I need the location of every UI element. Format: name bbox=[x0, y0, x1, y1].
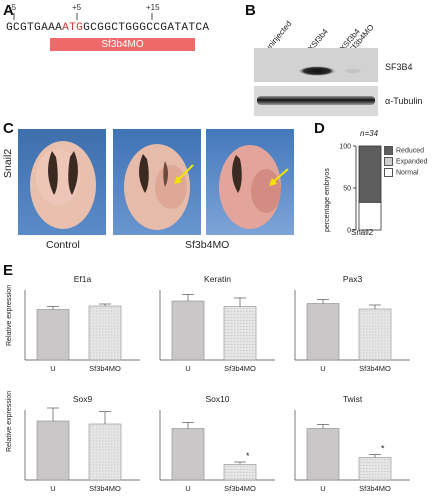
expression-chart-twist: Twist U * Sf3b4MO bbox=[294, 394, 410, 493]
panel-label-e: E bbox=[3, 262, 14, 279]
stacked-bar-chart: 0 50 100 bbox=[339, 144, 382, 235]
band-label-tubulin: α-Tubulin bbox=[385, 96, 423, 106]
d-ytick-label-0: 0 bbox=[347, 228, 351, 235]
panel-label-b: B bbox=[245, 2, 256, 19]
panel-label-a: A bbox=[3, 2, 14, 19]
x-tick-label-u: U bbox=[185, 484, 190, 493]
expression-chart-ef1a: Ef1a U Sf3b4MO bbox=[24, 274, 140, 373]
embryo-image-sf3b4mo-2 bbox=[206, 129, 294, 235]
bar-sf3b4mo bbox=[223, 306, 257, 361]
bar-u bbox=[306, 428, 340, 481]
legend-expanded: Expanded bbox=[384, 157, 428, 166]
tubulin-band bbox=[257, 96, 375, 105]
row-label-snail2: Snail2 bbox=[2, 148, 14, 178]
legend-label-reduced: Reduced bbox=[396, 147, 425, 155]
x-tick-label-u: U bbox=[320, 484, 325, 493]
embryo-image-control bbox=[18, 129, 106, 235]
legend-label-normal: Normal bbox=[396, 169, 419, 177]
position-tick-marks bbox=[13, 13, 153, 20]
legend-swatch-normal bbox=[384, 168, 393, 177]
panel-label-c: C bbox=[3, 120, 14, 137]
x-tick-label-u: U bbox=[185, 364, 190, 373]
target-sequence: GCGTGAAAATGGCGGCTGGGCCGATATCA bbox=[6, 22, 209, 34]
morpholino-bar: Sf3b4MO bbox=[50, 38, 195, 51]
sequence-5prime: GCGTGAAA bbox=[6, 22, 63, 34]
expression-chart-keratin: Keratin U Sf3b4MO bbox=[159, 274, 275, 373]
legend-swatch-expanded bbox=[384, 157, 393, 166]
x-tick-label-u: U bbox=[50, 364, 55, 373]
d-bar-reduced bbox=[358, 145, 382, 203]
caption-sf3b4mo: Sf3b4MO bbox=[185, 239, 230, 251]
expression-chart-sox10: Sox10 U * Sf3b4MO bbox=[159, 394, 275, 493]
bar-sf3b4mo bbox=[358, 308, 392, 361]
embryo-image-sf3b4mo-1 bbox=[113, 129, 201, 235]
chart-title-twist: Twist bbox=[343, 394, 363, 404]
sequence-3prime: GCGGCTGGGCCGATATCA bbox=[83, 22, 210, 34]
n-label: n=34 bbox=[360, 129, 379, 138]
position-label-plus5: +5 bbox=[72, 3, 82, 12]
bar-u bbox=[36, 309, 70, 361]
bar-u bbox=[171, 300, 205, 361]
significance-star: * bbox=[246, 451, 250, 461]
x-tick-label-u: U bbox=[320, 364, 325, 373]
chart-title-sox9: Sox9 bbox=[73, 394, 93, 404]
x-tick-label-sf3b4mo: Sf3b4MO bbox=[359, 364, 391, 373]
expression-chart-pax3: Pax3 U Sf3b4MO bbox=[294, 274, 410, 373]
legend-reduced: Reduced bbox=[384, 146, 424, 155]
legend-normal: Normal bbox=[384, 168, 419, 177]
chart-title-pax3: Pax3 bbox=[343, 274, 363, 284]
sf3b4-faint-band bbox=[345, 69, 361, 73]
x-tick-label-sf3b4mo: Sf3b4MO bbox=[89, 484, 121, 493]
bar-sf3b4mo bbox=[88, 423, 122, 481]
d-bar-normal bbox=[358, 201, 382, 231]
x-tick-label-u: U bbox=[50, 484, 55, 493]
western-blot bbox=[254, 48, 378, 116]
sf3b4-band bbox=[298, 66, 336, 76]
x-tick-label-sf3b4mo: Sf3b4MO bbox=[224, 364, 256, 373]
bar-u bbox=[171, 428, 205, 481]
band-label-sf3b4: SF3B4 bbox=[385, 62, 413, 72]
chart-title-ef1a: Ef1a bbox=[74, 274, 92, 284]
legend-label-expanded: Expanded bbox=[396, 158, 428, 166]
blot-membrane-sf3b4 bbox=[254, 48, 378, 82]
bar-u bbox=[36, 420, 70, 481]
panel-label-d: D bbox=[314, 120, 325, 137]
position-label-minus5: -5 bbox=[9, 3, 17, 12]
x-tick-label-sf3b4mo: Sf3b4MO bbox=[224, 484, 256, 493]
start-codon: ATG bbox=[62, 22, 84, 34]
d-ylabel: percentage embryos bbox=[324, 168, 331, 232]
caption-control: Control bbox=[46, 239, 80, 251]
position-label-plus15: +15 bbox=[146, 3, 160, 12]
significance-star: * bbox=[381, 444, 385, 454]
chart-title-keratin: Keratin bbox=[204, 274, 231, 284]
x-tick-label-sf3b4mo: Sf3b4MO bbox=[89, 364, 121, 373]
d-ytick-label-100: 100 bbox=[339, 144, 351, 151]
d-ytick-label-50: 50 bbox=[343, 186, 351, 193]
x-tick-label-sf3b4mo: Sf3b4MO bbox=[359, 484, 391, 493]
bar-sf3b4mo bbox=[88, 305, 122, 361]
bar-u bbox=[306, 303, 340, 361]
legend-swatch-reduced bbox=[384, 146, 393, 155]
d-xlabel: Snail2 bbox=[351, 228, 374, 237]
chart-title-sox10: Sox10 bbox=[205, 394, 229, 404]
expression-chart-sox9: Sox9 U Sf3b4MO bbox=[24, 394, 140, 493]
